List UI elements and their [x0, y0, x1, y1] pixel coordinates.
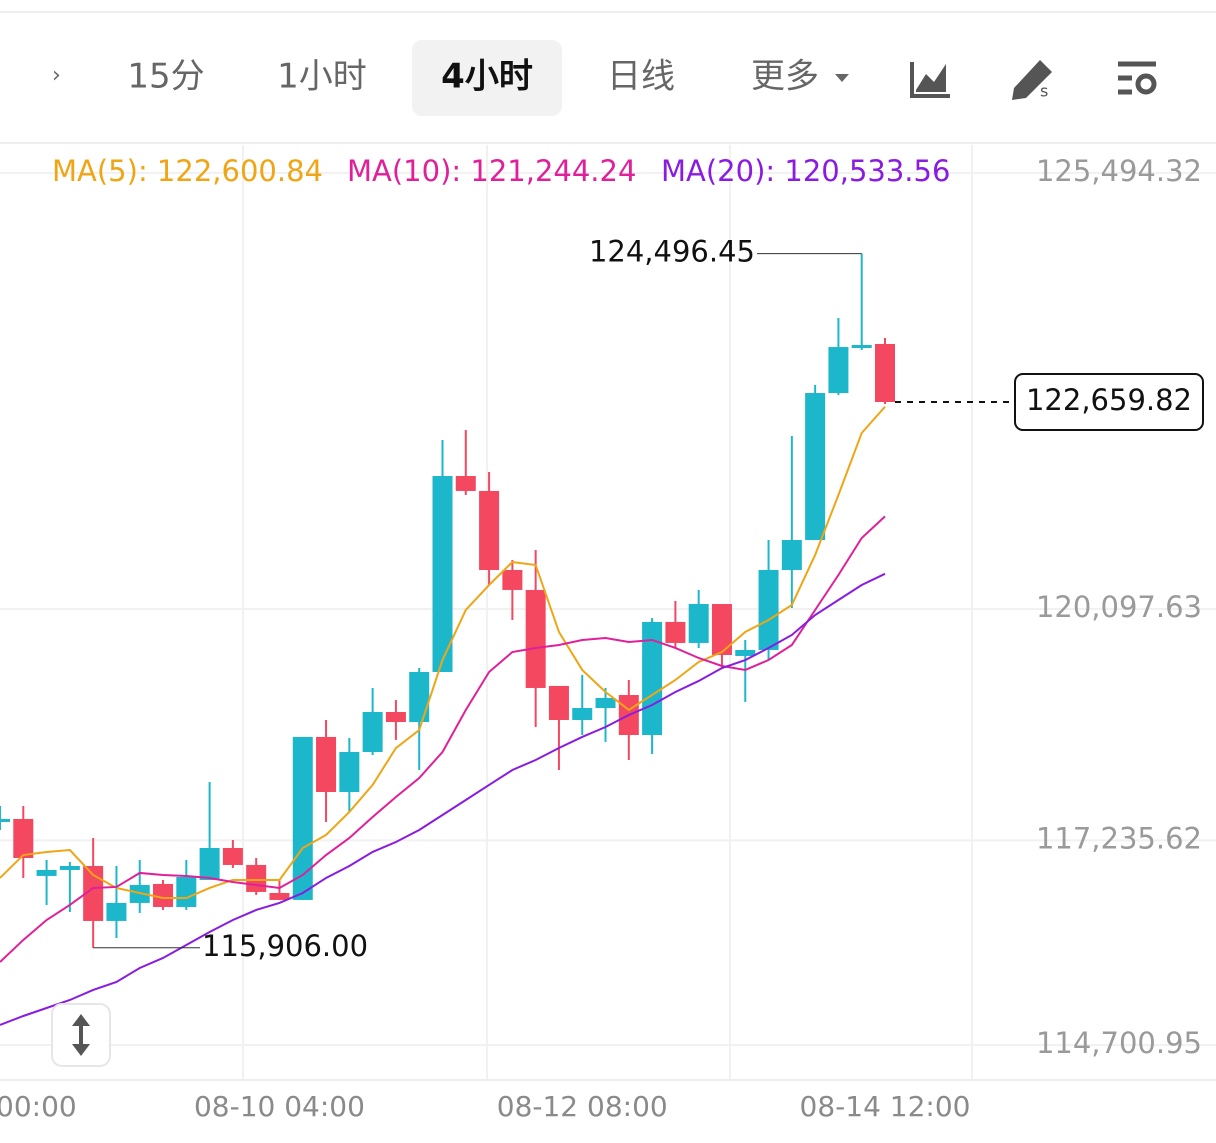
candle-body: [688, 604, 709, 643]
candle-body: [455, 476, 476, 491]
candle-body: [548, 685, 569, 720]
candle-body: [875, 343, 895, 402]
candle-body: [153, 883, 174, 907]
y-tick-label: 114,700.95: [1036, 1026, 1202, 1060]
candle-body: [828, 347, 849, 394]
svg-text:s: s: [1040, 82, 1048, 101]
candle-body: [642, 621, 663, 736]
candle-body: [176, 876, 197, 907]
candle-body: [222, 847, 243, 865]
candle-body: [36, 869, 57, 876]
legend-entry: MA(10): 121,244.24: [347, 154, 636, 188]
tab[interactable]: 1小时: [277, 57, 367, 97]
candle-body: [781, 540, 802, 570]
candle-body: [13, 818, 34, 859]
price-tag: [1014, 372, 1204, 431]
low-label: 115,906.00: [202, 929, 368, 963]
tab[interactable]: 15分: [127, 57, 204, 97]
candle-body: [572, 708, 593, 720]
y-tick-label: 125,494.32: [1036, 154, 1202, 188]
candle-body: [339, 751, 360, 792]
candle-body: [851, 345, 872, 349]
x-tick-label: 08-14 12:00: [800, 1090, 971, 1123]
y-tick-label: 117,235.62: [1036, 821, 1202, 855]
legend-entry: MA(5): 122,600.84: [52, 154, 323, 188]
plot: 124,496.45 115,906.00: [0, 235, 895, 1026]
candle-body: [246, 864, 267, 892]
settings-icon[interactable]: [1118, 61, 1157, 95]
candle-body: [409, 671, 430, 723]
candle-body: [0, 818, 10, 822]
tab-bar: 15分 1小时 4小时 日线 更多: [127, 40, 819, 116]
x-tick-label: 00:00: [0, 1090, 77, 1123]
ma-line: [0, 572, 886, 1026]
tab[interactable]: 日线: [607, 57, 675, 97]
candle-body: [502, 569, 523, 590]
x-tick-label: 08-12 08:00: [497, 1090, 668, 1123]
candle-body: [479, 490, 500, 570]
candle-body: [362, 711, 383, 752]
candle-body: [83, 866, 104, 921]
candle-body: [292, 736, 313, 900]
candle-body: [199, 847, 220, 880]
candle-body: [385, 711, 406, 723]
high-label: 124,496.45: [589, 235, 755, 269]
price-tag-label: 122,659.82: [1026, 383, 1192, 417]
candle-body: [432, 476, 453, 672]
candle-body: [106, 902, 127, 921]
candle-body: [735, 649, 756, 656]
candle-body: [711, 604, 732, 656]
candle-body: [758, 569, 779, 650]
candle-body: [59, 866, 80, 870]
more-caret[interactable]: [835, 74, 849, 82]
draw-icon[interactable]: s: [1012, 60, 1052, 101]
candle-body: [595, 697, 616, 709]
active-tab-bg: [412, 40, 562, 116]
chart-type-icon[interactable]: [910, 62, 950, 98]
legend-entry: MA(20): 120,533.56: [661, 154, 950, 188]
candle-body: [665, 621, 686, 643]
ma-line: [0, 515, 886, 963]
scroll-hint: ›: [52, 63, 61, 88]
x-tick-label: 08-10 04:00: [194, 1090, 365, 1123]
y-tick-label: 120,097.63: [1036, 590, 1202, 624]
scale-toggle-icon: [72, 1014, 90, 1056]
candle-body: [525, 589, 546, 688]
candle-body: [805, 393, 826, 541]
grid: 125,494.32 120,097.63 117,235.62 114,700.95…: [0, 145, 1216, 1123]
tab[interactable]: 更多: [751, 57, 819, 97]
candle-body: [269, 893, 290, 900]
tab[interactable]: 4小时: [441, 57, 533, 97]
ma-line: [0, 406, 886, 900]
candle-body: [316, 736, 337, 792]
